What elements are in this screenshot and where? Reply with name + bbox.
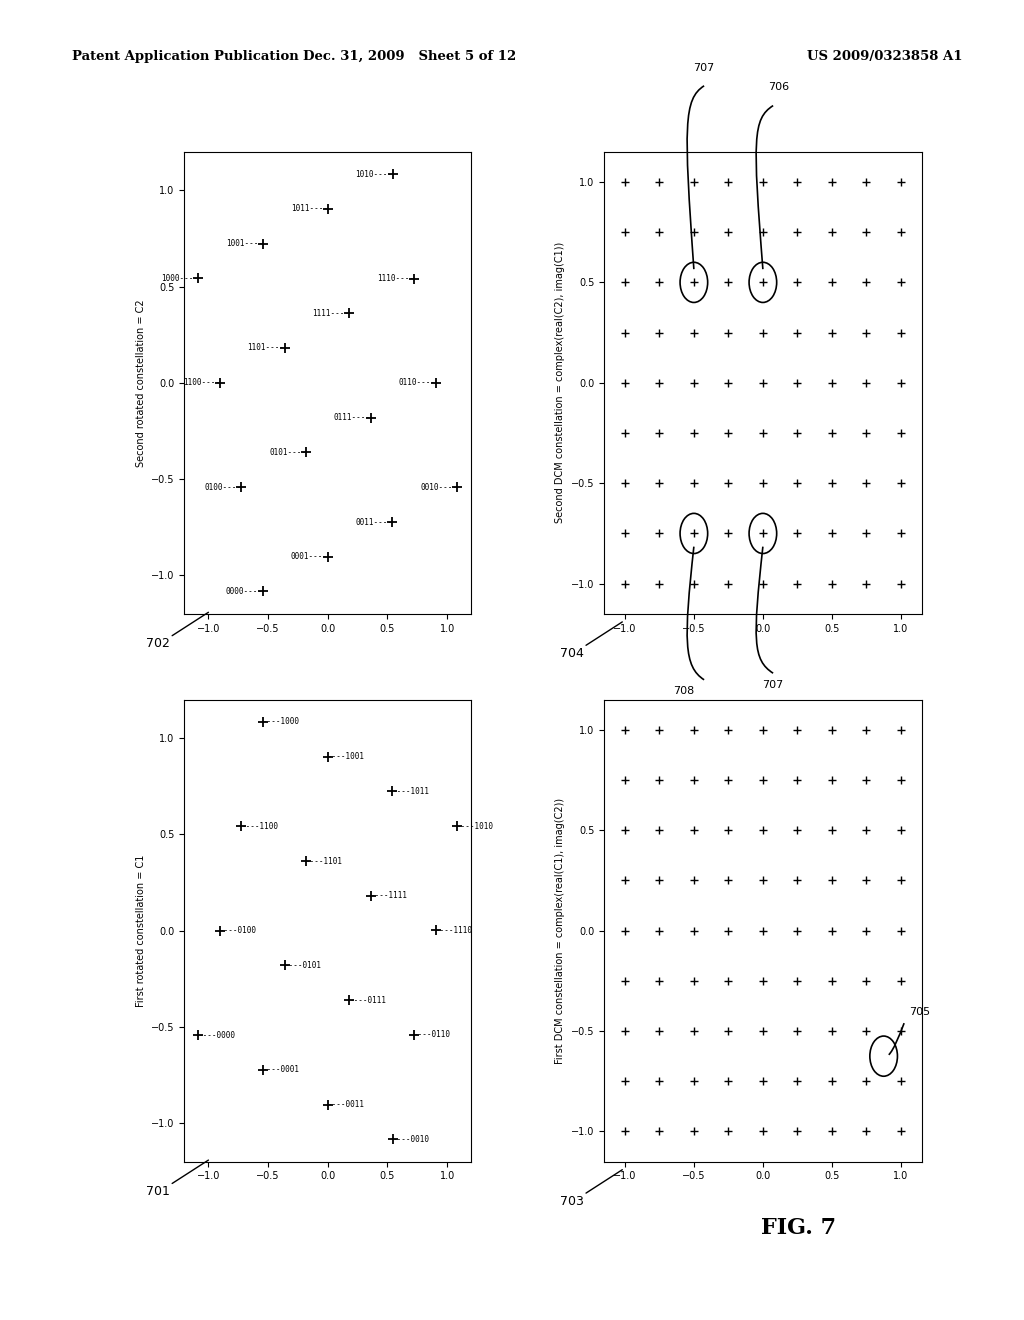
- Text: 707: 707: [693, 62, 715, 73]
- Y-axis label: First DCM constellation = complex(real(C1), imag(C2)): First DCM constellation = complex(real(C…: [555, 797, 565, 1064]
- Text: 1100----: 1100----: [182, 379, 220, 387]
- Text: ----1101: ----1101: [306, 857, 343, 866]
- Text: 1110----: 1110----: [377, 275, 414, 282]
- Text: 1000----: 1000----: [161, 273, 199, 282]
- Text: 701: 701: [146, 1185, 170, 1199]
- Y-axis label: First rotated constellation = C1: First rotated constellation = C1: [135, 854, 145, 1007]
- Text: Dec. 31, 2009   Sheet 5 of 12: Dec. 31, 2009 Sheet 5 of 12: [303, 50, 516, 63]
- Text: ----1110: ----1110: [435, 927, 473, 935]
- Text: 705: 705: [909, 1007, 931, 1016]
- Text: ----0101: ----0101: [285, 961, 322, 970]
- Text: Patent Application Publication: Patent Application Publication: [72, 50, 298, 63]
- Text: ----0000: ----0000: [199, 1031, 236, 1040]
- Text: ----1011: ----1011: [392, 787, 429, 796]
- Text: ----0100: ----0100: [220, 927, 257, 935]
- Text: ----0111: ----0111: [349, 995, 386, 1005]
- Text: ----0011: ----0011: [328, 1100, 365, 1109]
- Text: 1111----: 1111----: [312, 309, 349, 318]
- Text: ----1000: ----1000: [263, 718, 300, 726]
- Text: 702: 702: [146, 638, 170, 651]
- Text: US 2009/0323858 A1: US 2009/0323858 A1: [807, 50, 963, 63]
- Text: ----1111: ----1111: [371, 891, 408, 900]
- Text: ----0110: ----0110: [414, 1031, 451, 1039]
- Text: ----1001: ----1001: [328, 752, 365, 762]
- Text: 1001----: 1001----: [226, 239, 263, 248]
- Text: 0100----: 0100----: [205, 483, 242, 491]
- Text: ----0010: ----0010: [392, 1135, 429, 1143]
- Text: ----0001: ----0001: [263, 1065, 300, 1074]
- Text: 1101----: 1101----: [248, 343, 285, 352]
- Text: 1010----: 1010----: [355, 170, 392, 178]
- Text: 0101----: 0101----: [269, 447, 306, 457]
- Text: 0010----: 0010----: [420, 483, 457, 492]
- Text: 707: 707: [763, 680, 783, 690]
- Text: 0000----: 0000----: [226, 587, 263, 595]
- Text: 0110----: 0110----: [398, 379, 435, 387]
- Y-axis label: Second rotated constellation = C2: Second rotated constellation = C2: [135, 300, 145, 466]
- Text: 703: 703: [560, 1195, 584, 1208]
- Text: FIG. 7: FIG. 7: [761, 1217, 837, 1238]
- Text: 706: 706: [768, 82, 788, 92]
- Text: 1011----: 1011----: [291, 205, 328, 214]
- Text: 708: 708: [673, 686, 694, 697]
- Y-axis label: Second DCM constellation = complex(real(C2), imag(C1)): Second DCM constellation = complex(real(…: [555, 242, 565, 524]
- Text: ----1010: ----1010: [457, 821, 495, 830]
- Text: 0011----: 0011----: [355, 517, 392, 527]
- Text: 704: 704: [560, 647, 584, 660]
- Text: ----1100: ----1100: [242, 822, 279, 830]
- Text: 0111----: 0111----: [334, 413, 371, 422]
- Text: 0001----: 0001----: [291, 552, 328, 561]
